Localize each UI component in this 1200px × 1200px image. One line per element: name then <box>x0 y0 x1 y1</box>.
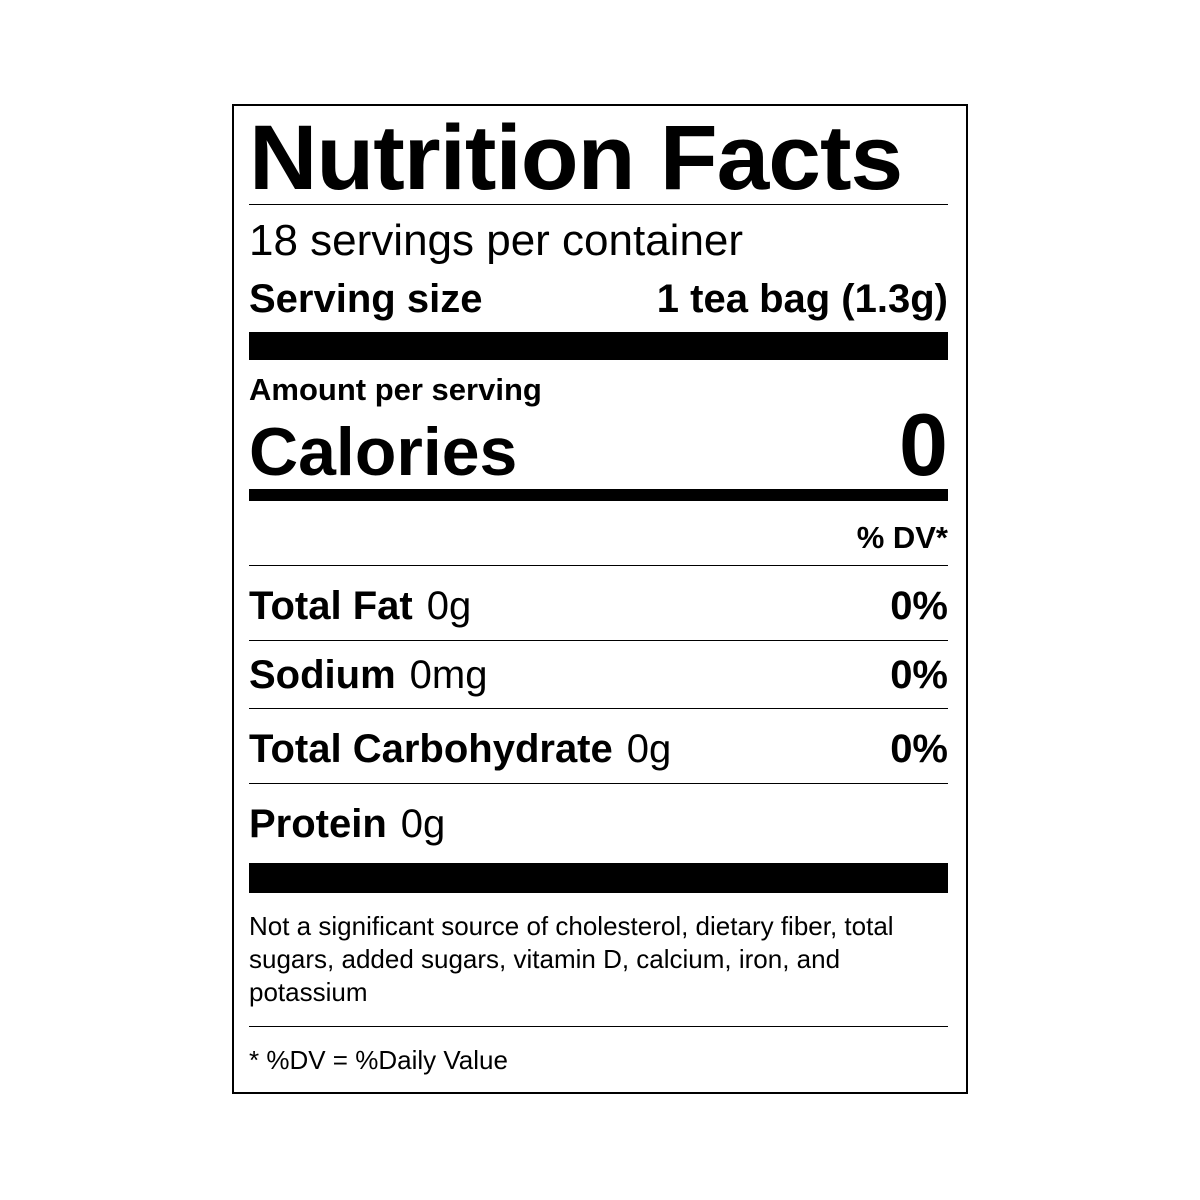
divider-thin <box>249 565 948 566</box>
nutrient-dv: 0% <box>890 584 948 628</box>
nutrient-row-total-fat: Total Fat 0g 0% <box>249 583 948 629</box>
nutrient-row-total-carbohydrate: Total Carbohydrate 0g 0% <box>249 726 948 772</box>
servings-per-container: 18 servings per container <box>249 216 744 265</box>
nutrient-dv: 0% <box>890 727 948 771</box>
nutrient-row-protein: Protein 0g <box>249 801 948 847</box>
nutrient-amount: 0g <box>400 802 446 846</box>
nutrient-name: Sodium <box>249 653 396 697</box>
dv-header: % DV* <box>856 520 948 555</box>
nutrient-amount: 0mg <box>409 653 488 697</box>
divider-thin <box>249 640 948 641</box>
label-title: Nutrition Facts <box>249 107 903 209</box>
nutrient-amount: 0g <box>426 584 472 628</box>
dv-key: * %DV = %Daily Value <box>249 1045 508 1075</box>
nutrient-name: Total Fat <box>249 584 413 628</box>
serving-size-value: 1 tea bag (1.3g) <box>656 277 948 321</box>
serving-size-label: Serving size <box>249 277 483 321</box>
calories-row: Calories 0 <box>249 395 948 494</box>
nutrient-amount: 0g <box>626 727 672 771</box>
nutrient-name: Total Carbohydrate <box>249 727 613 771</box>
divider-thin <box>249 204 948 205</box>
footnote: Not a significant source of cholesterol,… <box>249 911 894 1007</box>
calories-label: Calories <box>249 414 518 490</box>
divider-thin <box>249 1026 948 1027</box>
nutrition-facts-label: Nutrition Facts 18 servings per containe… <box>232 104 968 1094</box>
amount-per-serving: Amount per serving <box>249 372 542 407</box>
divider-medium <box>249 489 948 501</box>
divider-thin <box>249 783 948 784</box>
divider-thin <box>249 708 948 709</box>
serving-size-row: Serving size 1 tea bag (1.3g) <box>249 276 948 322</box>
nutrient-dv: 0% <box>890 653 948 697</box>
divider-thick <box>249 863 948 893</box>
nutrient-name: Protein <box>249 802 387 846</box>
divider-thick <box>249 332 948 360</box>
calories-value: 0 <box>899 395 948 494</box>
nutrient-row-sodium: Sodium 0mg 0% <box>249 652 948 698</box>
